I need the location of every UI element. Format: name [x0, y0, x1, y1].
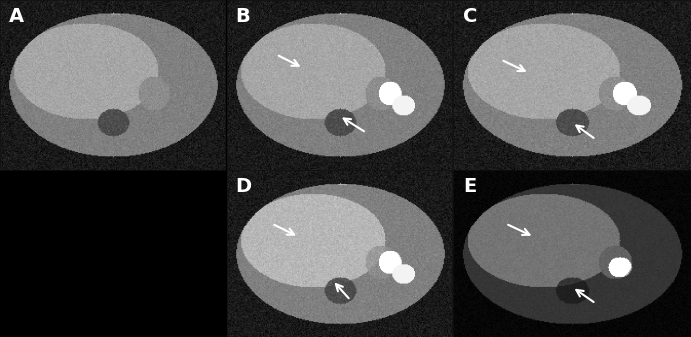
- Text: D: D: [236, 177, 252, 196]
- Text: A: A: [9, 7, 24, 26]
- Text: E: E: [463, 177, 476, 196]
- Text: B: B: [236, 7, 250, 26]
- Text: C: C: [463, 7, 477, 26]
